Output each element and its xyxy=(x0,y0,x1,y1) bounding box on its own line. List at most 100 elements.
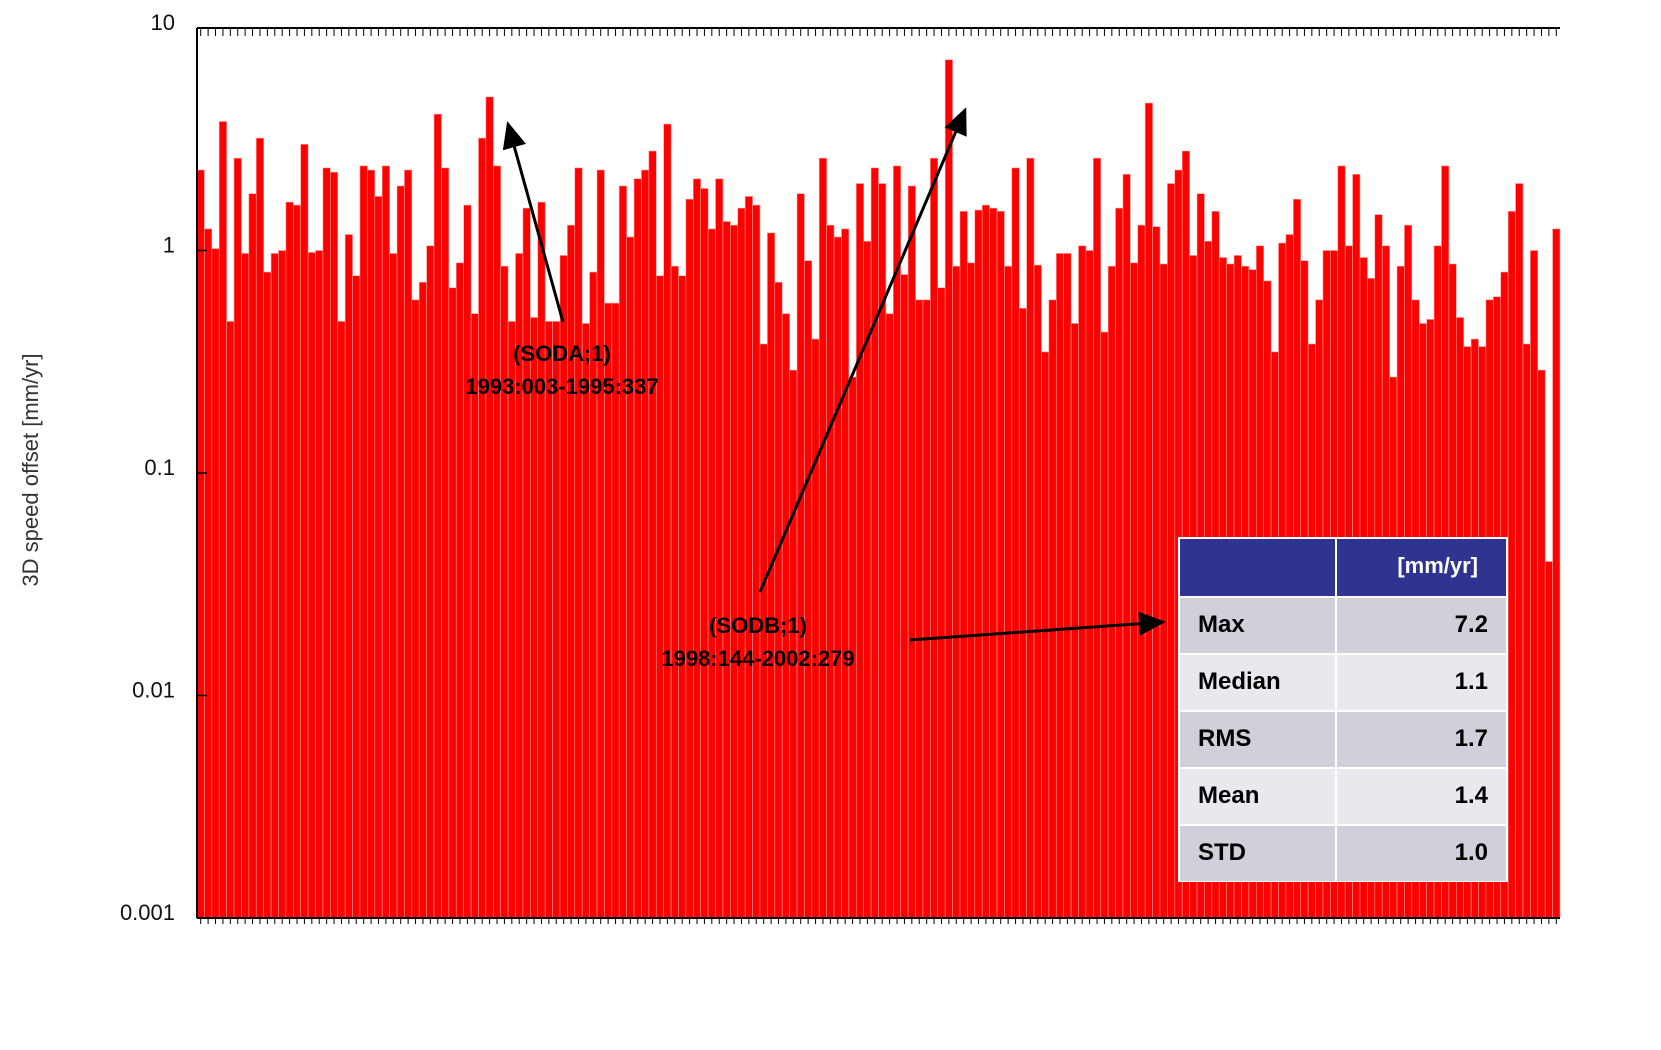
bar xyxy=(233,157,242,919)
y-tick-label: 0.01 xyxy=(132,677,175,702)
bar xyxy=(1152,226,1161,919)
bar xyxy=(959,211,968,919)
bar xyxy=(804,260,813,919)
table-cell xyxy=(1337,712,1506,767)
bar xyxy=(730,224,739,919)
bar xyxy=(878,183,887,919)
bar xyxy=(1522,343,1531,919)
bar xyxy=(544,321,553,919)
bar xyxy=(455,262,464,919)
table-row-label: Mean xyxy=(1198,782,1259,809)
bar xyxy=(278,250,287,919)
y-tick-label: 0.1 xyxy=(144,455,175,480)
bar xyxy=(522,207,531,919)
annotation-name: (SODA;1) xyxy=(513,341,611,366)
bar xyxy=(1033,264,1042,919)
bar xyxy=(567,224,576,919)
bar xyxy=(463,204,472,919)
stats-table: [mm/yr] Max 7.2 Median 1.1 RMS 1.7 Mean 1.4 STD 1.… xyxy=(1178,537,1508,882)
bar xyxy=(196,169,205,919)
table-value: 7.2 xyxy=(1455,611,1488,638)
bar xyxy=(1144,102,1153,919)
table-cell xyxy=(1180,769,1335,824)
bar xyxy=(737,207,746,919)
bar xyxy=(626,236,635,919)
bar xyxy=(707,228,716,919)
bar xyxy=(433,113,442,919)
table-row-label: STD xyxy=(1198,839,1246,866)
bar xyxy=(1130,262,1139,919)
bar xyxy=(752,204,761,919)
bar xyxy=(974,209,983,919)
bar xyxy=(389,253,398,919)
bar xyxy=(1011,167,1020,919)
annotation-period: 1998:144-2002:279 xyxy=(661,646,854,671)
bar xyxy=(811,338,820,919)
bar xyxy=(204,228,213,919)
bar xyxy=(426,245,435,919)
bar xyxy=(485,96,494,919)
bar xyxy=(907,185,916,919)
bar xyxy=(1552,228,1561,919)
bar xyxy=(1115,207,1124,919)
bar xyxy=(381,165,390,919)
bar xyxy=(1093,157,1102,919)
bar xyxy=(981,204,990,919)
bar xyxy=(967,262,976,919)
table-value: 1.7 xyxy=(1455,725,1488,752)
bar xyxy=(285,201,294,919)
bar xyxy=(841,228,850,919)
bar xyxy=(930,157,939,919)
bar xyxy=(1507,211,1516,919)
bar xyxy=(670,265,679,919)
bar xyxy=(870,167,879,919)
table-cell xyxy=(1180,712,1335,767)
bar xyxy=(826,224,835,919)
bar xyxy=(537,201,546,919)
bar xyxy=(1122,174,1131,919)
bar xyxy=(211,248,220,919)
bar xyxy=(500,265,509,919)
arrow xyxy=(758,107,967,593)
bar xyxy=(1515,183,1524,919)
bar xyxy=(352,275,361,919)
bar xyxy=(359,165,368,919)
table-cell xyxy=(1337,655,1506,710)
table-cell xyxy=(1337,769,1506,824)
bar xyxy=(641,169,650,919)
bar xyxy=(900,274,909,919)
bar xyxy=(411,299,420,919)
bar xyxy=(855,183,864,919)
bar xyxy=(1167,183,1176,919)
bar xyxy=(226,321,235,919)
table-cell xyxy=(1180,655,1335,710)
table-value: 1.1 xyxy=(1455,668,1488,695)
bar xyxy=(944,59,953,919)
bar xyxy=(922,299,931,919)
bar xyxy=(744,196,753,919)
bar xyxy=(1085,250,1094,919)
bar xyxy=(618,185,627,919)
bar xyxy=(396,185,405,919)
bar xyxy=(596,169,605,919)
bar xyxy=(1055,253,1064,919)
bar xyxy=(374,196,383,919)
table-cell xyxy=(1180,826,1335,881)
bar xyxy=(404,169,413,919)
table-header xyxy=(1180,539,1335,596)
bar xyxy=(589,271,598,919)
bar xyxy=(263,271,272,919)
y-tick-label: 10 xyxy=(151,10,175,35)
bar xyxy=(700,188,709,919)
bar xyxy=(915,299,924,919)
table-value: 1.0 xyxy=(1455,839,1488,866)
bar xyxy=(530,317,539,919)
table-header-text: [mm/yr] xyxy=(1397,553,1478,578)
bar xyxy=(315,250,324,919)
table-header xyxy=(1337,539,1506,596)
bar xyxy=(1078,245,1087,919)
annotations: (SODA;1) 1993:003-1995:337 (SODB;1) 1998… xyxy=(465,107,1166,671)
bar xyxy=(322,167,331,919)
annotation-period: 1993:003-1995:337 xyxy=(465,374,658,399)
bar xyxy=(581,323,590,919)
